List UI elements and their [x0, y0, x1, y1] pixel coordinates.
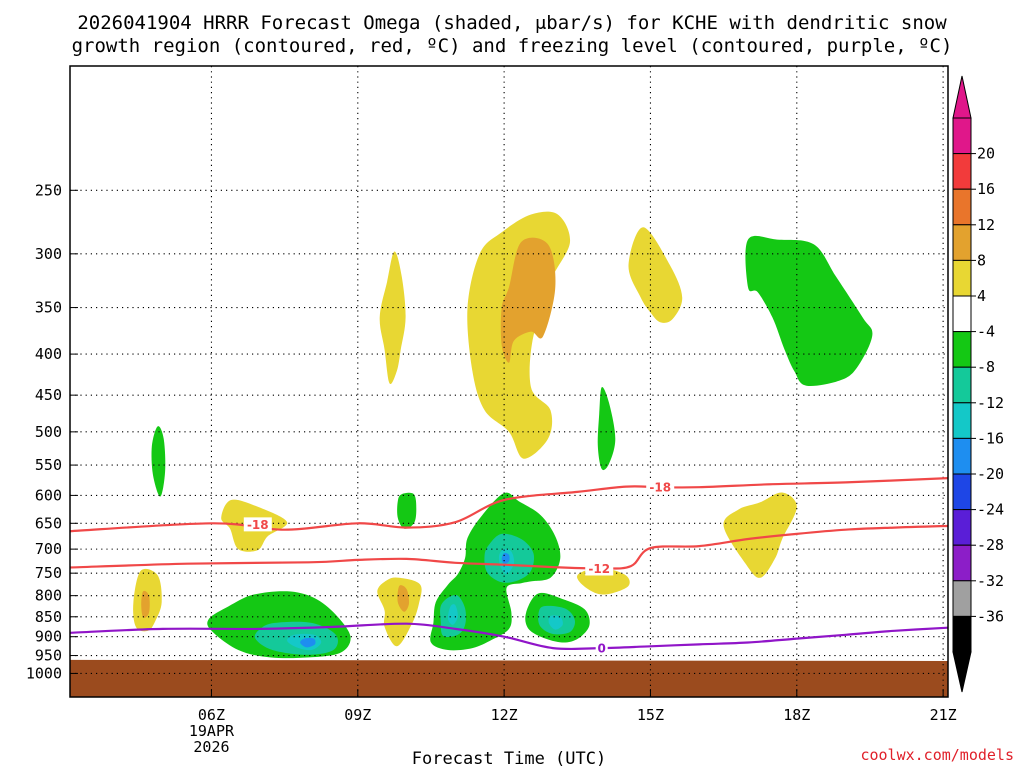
y-tick-label-500: 500 — [35, 423, 62, 441]
colorbar-band-14 — [952, 615, 972, 653]
colorbar-label--24: -24 — [977, 501, 1004, 519]
x-tick-date-06Z: 19APR — [189, 722, 235, 740]
x-axis-label: Forecast Time (UTC) — [412, 749, 606, 768]
omega-region-18 — [300, 637, 316, 648]
x-tick-year-06Z: 2026 — [193, 738, 229, 756]
colorbar-band-3 — [952, 224, 972, 261]
y-tick-label-950: 950 — [35, 647, 62, 665]
colorbar-band-0 — [952, 117, 972, 155]
y-tick-label-450: 450 — [35, 386, 62, 404]
omega-region-5 — [500, 237, 556, 363]
credit-link[interactable]: coolwx.com/models — [860, 746, 1014, 764]
y-tick-label-900: 900 — [35, 628, 62, 646]
y-tick-label-1000: 1000 — [26, 664, 62, 682]
colorbar-label--8: -8 — [977, 358, 995, 376]
colorbar-band-10 — [952, 473, 972, 511]
contour-layer: -18 -18 -12 0 — [69, 477, 949, 656]
colorbar-label--4: -4 — [977, 323, 995, 341]
omega-region-14 — [745, 235, 873, 386]
chart-title-line2: growth region (contoured, red, ºC) and f… — [72, 35, 953, 57]
omega-region-7 — [377, 577, 422, 647]
colorbar-top-arrow — [952, 75, 972, 119]
contour-label-bg-1 — [646, 480, 675, 495]
y-tick-label-250: 250 — [35, 181, 62, 199]
omega-region-12 — [397, 492, 417, 529]
colorbar-label-4: 4 — [977, 287, 986, 305]
omega-region-6 — [628, 227, 683, 323]
colorbar-label--36: -36 — [977, 607, 1004, 625]
colorbar-band-9 — [952, 437, 972, 475]
y-tick-label-650: 650 — [35, 514, 62, 532]
colorbar-band-13 — [952, 580, 972, 617]
colorbar-band-1 — [952, 153, 972, 190]
contour-freezing-level — [69, 622, 949, 651]
omega-region-11 — [151, 426, 166, 497]
omega-region-24 — [447, 604, 458, 625]
y-tick-label-850: 850 — [35, 608, 62, 626]
colorbar-band-12 — [952, 544, 972, 582]
contour-label-bg-0 — [243, 517, 272, 532]
colorbar-label--16: -16 — [977, 429, 1004, 447]
omega-region-27 — [548, 615, 563, 630]
contour-label-3: 0 — [597, 642, 605, 656]
x-tick-label-12Z: 12Z — [491, 706, 518, 724]
colorbar-band-4 — [952, 259, 972, 297]
contour-label-2: -12 — [588, 562, 610, 576]
omega-region-8 — [397, 585, 410, 612]
terrain-fill — [70, 659, 948, 697]
contour-label-1: -18 — [649, 481, 671, 495]
terrain-layer — [70, 659, 948, 697]
colorbar-label--28: -28 — [977, 536, 1004, 554]
colorbar-band-6 — [952, 331, 972, 368]
y-tick-label-600: 600 — [35, 486, 62, 504]
x-tick-label-15Z: 15Z — [637, 706, 664, 724]
x-tick-label-21Z: 21Z — [930, 706, 957, 724]
colorbar-label--20: -20 — [977, 465, 1004, 483]
colorbar-label-8: 8 — [977, 251, 986, 269]
omega-region-10 — [723, 492, 797, 578]
colorbar-band-7 — [952, 366, 972, 404]
omega-shading-layer — [133, 211, 873, 659]
colorbar-label--32: -32 — [977, 572, 1004, 590]
y-tick-label-300: 300 — [35, 245, 62, 263]
colorbar-bottom-arrow — [952, 651, 972, 693]
colorbar-label-12: 12 — [977, 216, 995, 234]
y-tick-label-400: 400 — [35, 345, 62, 363]
y-axis-ticks: 250 300 350 400 450 500 550 600 650 700 750 800 850 9… — [26, 181, 78, 682]
colorbar-band-2 — [952, 188, 972, 226]
omega-region-13 — [597, 387, 616, 471]
x-tick-label-06Z: 06Z — [198, 706, 225, 724]
contour-label-0: -18 — [247, 518, 269, 532]
omega-region-1 — [141, 590, 150, 618]
omega-region-3 — [379, 251, 406, 385]
plot-frame — [69, 65, 949, 698]
x-tick-label-18Z: 18Z — [783, 706, 810, 724]
y-tick-label-350: 350 — [35, 299, 62, 317]
y-tick-label-800: 800 — [35, 587, 62, 605]
grid-layer — [70, 66, 948, 697]
y-tick-label-700: 700 — [35, 540, 62, 558]
colorbar-band-5 — [952, 295, 972, 333]
colorbar-label-20: 20 — [977, 145, 995, 163]
contour-label-bg-3 — [595, 641, 608, 656]
colorbar-label--12: -12 — [977, 394, 1004, 412]
colorbar: 20 16 12 8 4 -4 -8 -12 -16 -20 -24 -28 -32 -36 — [952, 75, 1004, 693]
colorbar-label-16: 16 — [977, 180, 995, 198]
y-tick-label-750: 750 — [35, 564, 62, 582]
contour-dgz-top — [69, 477, 949, 533]
colorbar-band-11 — [952, 509, 972, 546]
x-tick-label-09Z: 09Z — [344, 706, 371, 724]
y-tick-label-550: 550 — [35, 456, 62, 474]
contour-label-bg-2 — [585, 561, 614, 576]
colorbar-band-8 — [952, 402, 972, 439]
chart-title-line1: 2026041904 HRRR Forecast Omega (shaded, … — [77, 12, 947, 34]
